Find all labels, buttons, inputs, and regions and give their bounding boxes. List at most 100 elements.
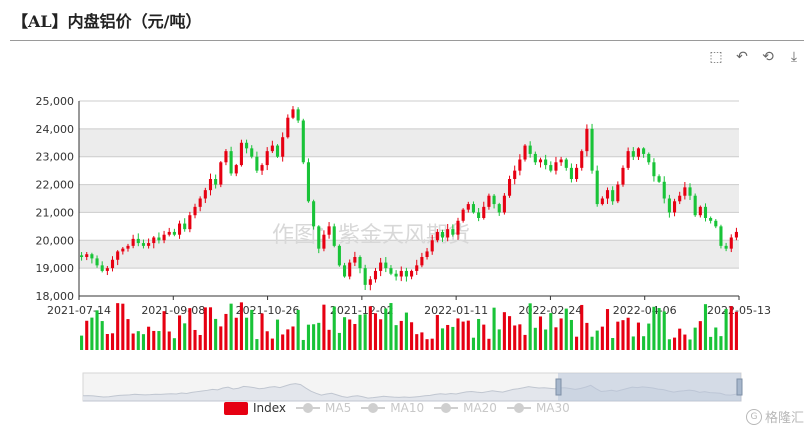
legend-item-ma5[interactable]: MA5 — [296, 401, 351, 415]
volume-bar — [265, 331, 269, 350]
chart-band — [79, 184, 739, 213]
legend-item-ma20[interactable]: MA20 — [434, 401, 497, 415]
volume-bar — [569, 319, 573, 350]
candle-body — [719, 226, 723, 246]
volume-bar — [327, 329, 331, 350]
candle-body — [239, 142, 243, 166]
volume-bar — [224, 313, 228, 350]
volume-bar — [322, 304, 326, 350]
candle-body — [698, 206, 702, 216]
candle-body — [85, 254, 89, 257]
volume-bar — [116, 303, 120, 350]
volume-bar — [317, 322, 321, 350]
candle-body — [605, 190, 610, 199]
candle-body — [260, 165, 264, 171]
volume-bar — [590, 336, 594, 350]
candle-body — [626, 151, 630, 168]
candle-body — [611, 190, 615, 202]
chart-legend: Index MA5 MA10 MA20 MA30 — [224, 401, 570, 415]
volume-bar — [291, 326, 295, 350]
candle-body — [647, 153, 651, 163]
candle-body — [729, 237, 733, 249]
candle-body — [559, 159, 563, 163]
zoom-icon[interactable]: ⬚ — [709, 49, 723, 65]
candle-body — [384, 262, 388, 269]
candle-body — [616, 184, 620, 202]
candle-body — [621, 167, 625, 185]
y-tick-label: 22,000 — [36, 179, 75, 192]
volume-bar — [647, 323, 651, 350]
candle-body — [291, 109, 295, 118]
candle-body — [420, 257, 424, 266]
candle-body — [80, 255, 84, 257]
candle-body — [652, 162, 656, 177]
volume-bar — [508, 316, 512, 350]
x-tick-label: 2021-07-14 — [47, 304, 111, 317]
candle-body — [116, 251, 120, 260]
candle-body — [410, 270, 414, 277]
volume-bar — [513, 325, 517, 350]
candle-body — [167, 231, 171, 235]
volume-bar — [363, 314, 367, 350]
candle-body — [600, 198, 604, 205]
volume-bar — [440, 328, 445, 350]
candle-body — [667, 198, 671, 213]
volume-bar — [214, 318, 218, 350]
candle-body — [595, 170, 599, 205]
legend-item-index[interactable]: Index — [224, 401, 286, 415]
volume-bar — [626, 317, 630, 350]
y-tick-label: 25,000 — [36, 95, 75, 108]
volume-bar — [131, 333, 135, 350]
zoom-reset-icon[interactable]: ↶ — [736, 49, 748, 65]
candle-body — [657, 176, 661, 182]
volume-bar — [147, 326, 151, 350]
volume-bar — [379, 319, 383, 350]
candle-body — [580, 151, 584, 168]
legend-item-ma10[interactable]: MA10 — [361, 401, 424, 415]
candle-body — [446, 229, 450, 238]
legend-label-ma20: MA20 — [463, 401, 497, 415]
volume-bar — [389, 303, 393, 350]
candle-body — [136, 238, 140, 244]
volume-bar — [353, 323, 357, 350]
candle-body — [183, 223, 187, 230]
volume-bar — [312, 324, 316, 350]
volume-bar — [100, 321, 104, 350]
volume-bar — [410, 322, 414, 350]
candle-body — [533, 153, 537, 163]
candle-body — [157, 237, 161, 241]
volume-bar — [435, 315, 439, 350]
save-icon[interactable]: ⤓ — [790, 49, 798, 65]
volume-bar — [162, 311, 166, 350]
candle-body — [306, 162, 310, 202]
candle-body — [585, 128, 589, 152]
volume-bar — [105, 333, 109, 350]
candle-body — [219, 162, 223, 185]
candle-body — [188, 215, 192, 230]
candle-body — [528, 145, 532, 154]
candle-body — [337, 245, 341, 266]
volume-bar — [420, 332, 424, 350]
candle-body — [714, 220, 718, 227]
candle-body — [275, 145, 280, 157]
candle-body — [471, 204, 475, 213]
volume-bar — [188, 308, 192, 350]
volume-bar — [621, 320, 625, 350]
restore-icon[interactable]: ⟲ — [762, 49, 774, 65]
volume-bar — [709, 336, 713, 350]
volume-bar — [167, 331, 171, 350]
candle-body — [466, 204, 470, 210]
candle-body — [363, 268, 367, 285]
candle-body — [229, 151, 233, 174]
volume-bar — [234, 317, 238, 350]
volume-bar — [373, 313, 378, 350]
candle-body — [709, 218, 713, 221]
candle-body — [508, 179, 512, 196]
legend-item-ma30[interactable]: MA30 — [506, 401, 570, 415]
candle-body — [590, 128, 594, 171]
volume-bar — [260, 313, 264, 350]
volume-bar — [667, 339, 671, 350]
legend-label-ma5: MA5 — [325, 401, 352, 415]
brand-logo-icon: G — [745, 408, 762, 425]
datazoom-window — [558, 373, 741, 401]
